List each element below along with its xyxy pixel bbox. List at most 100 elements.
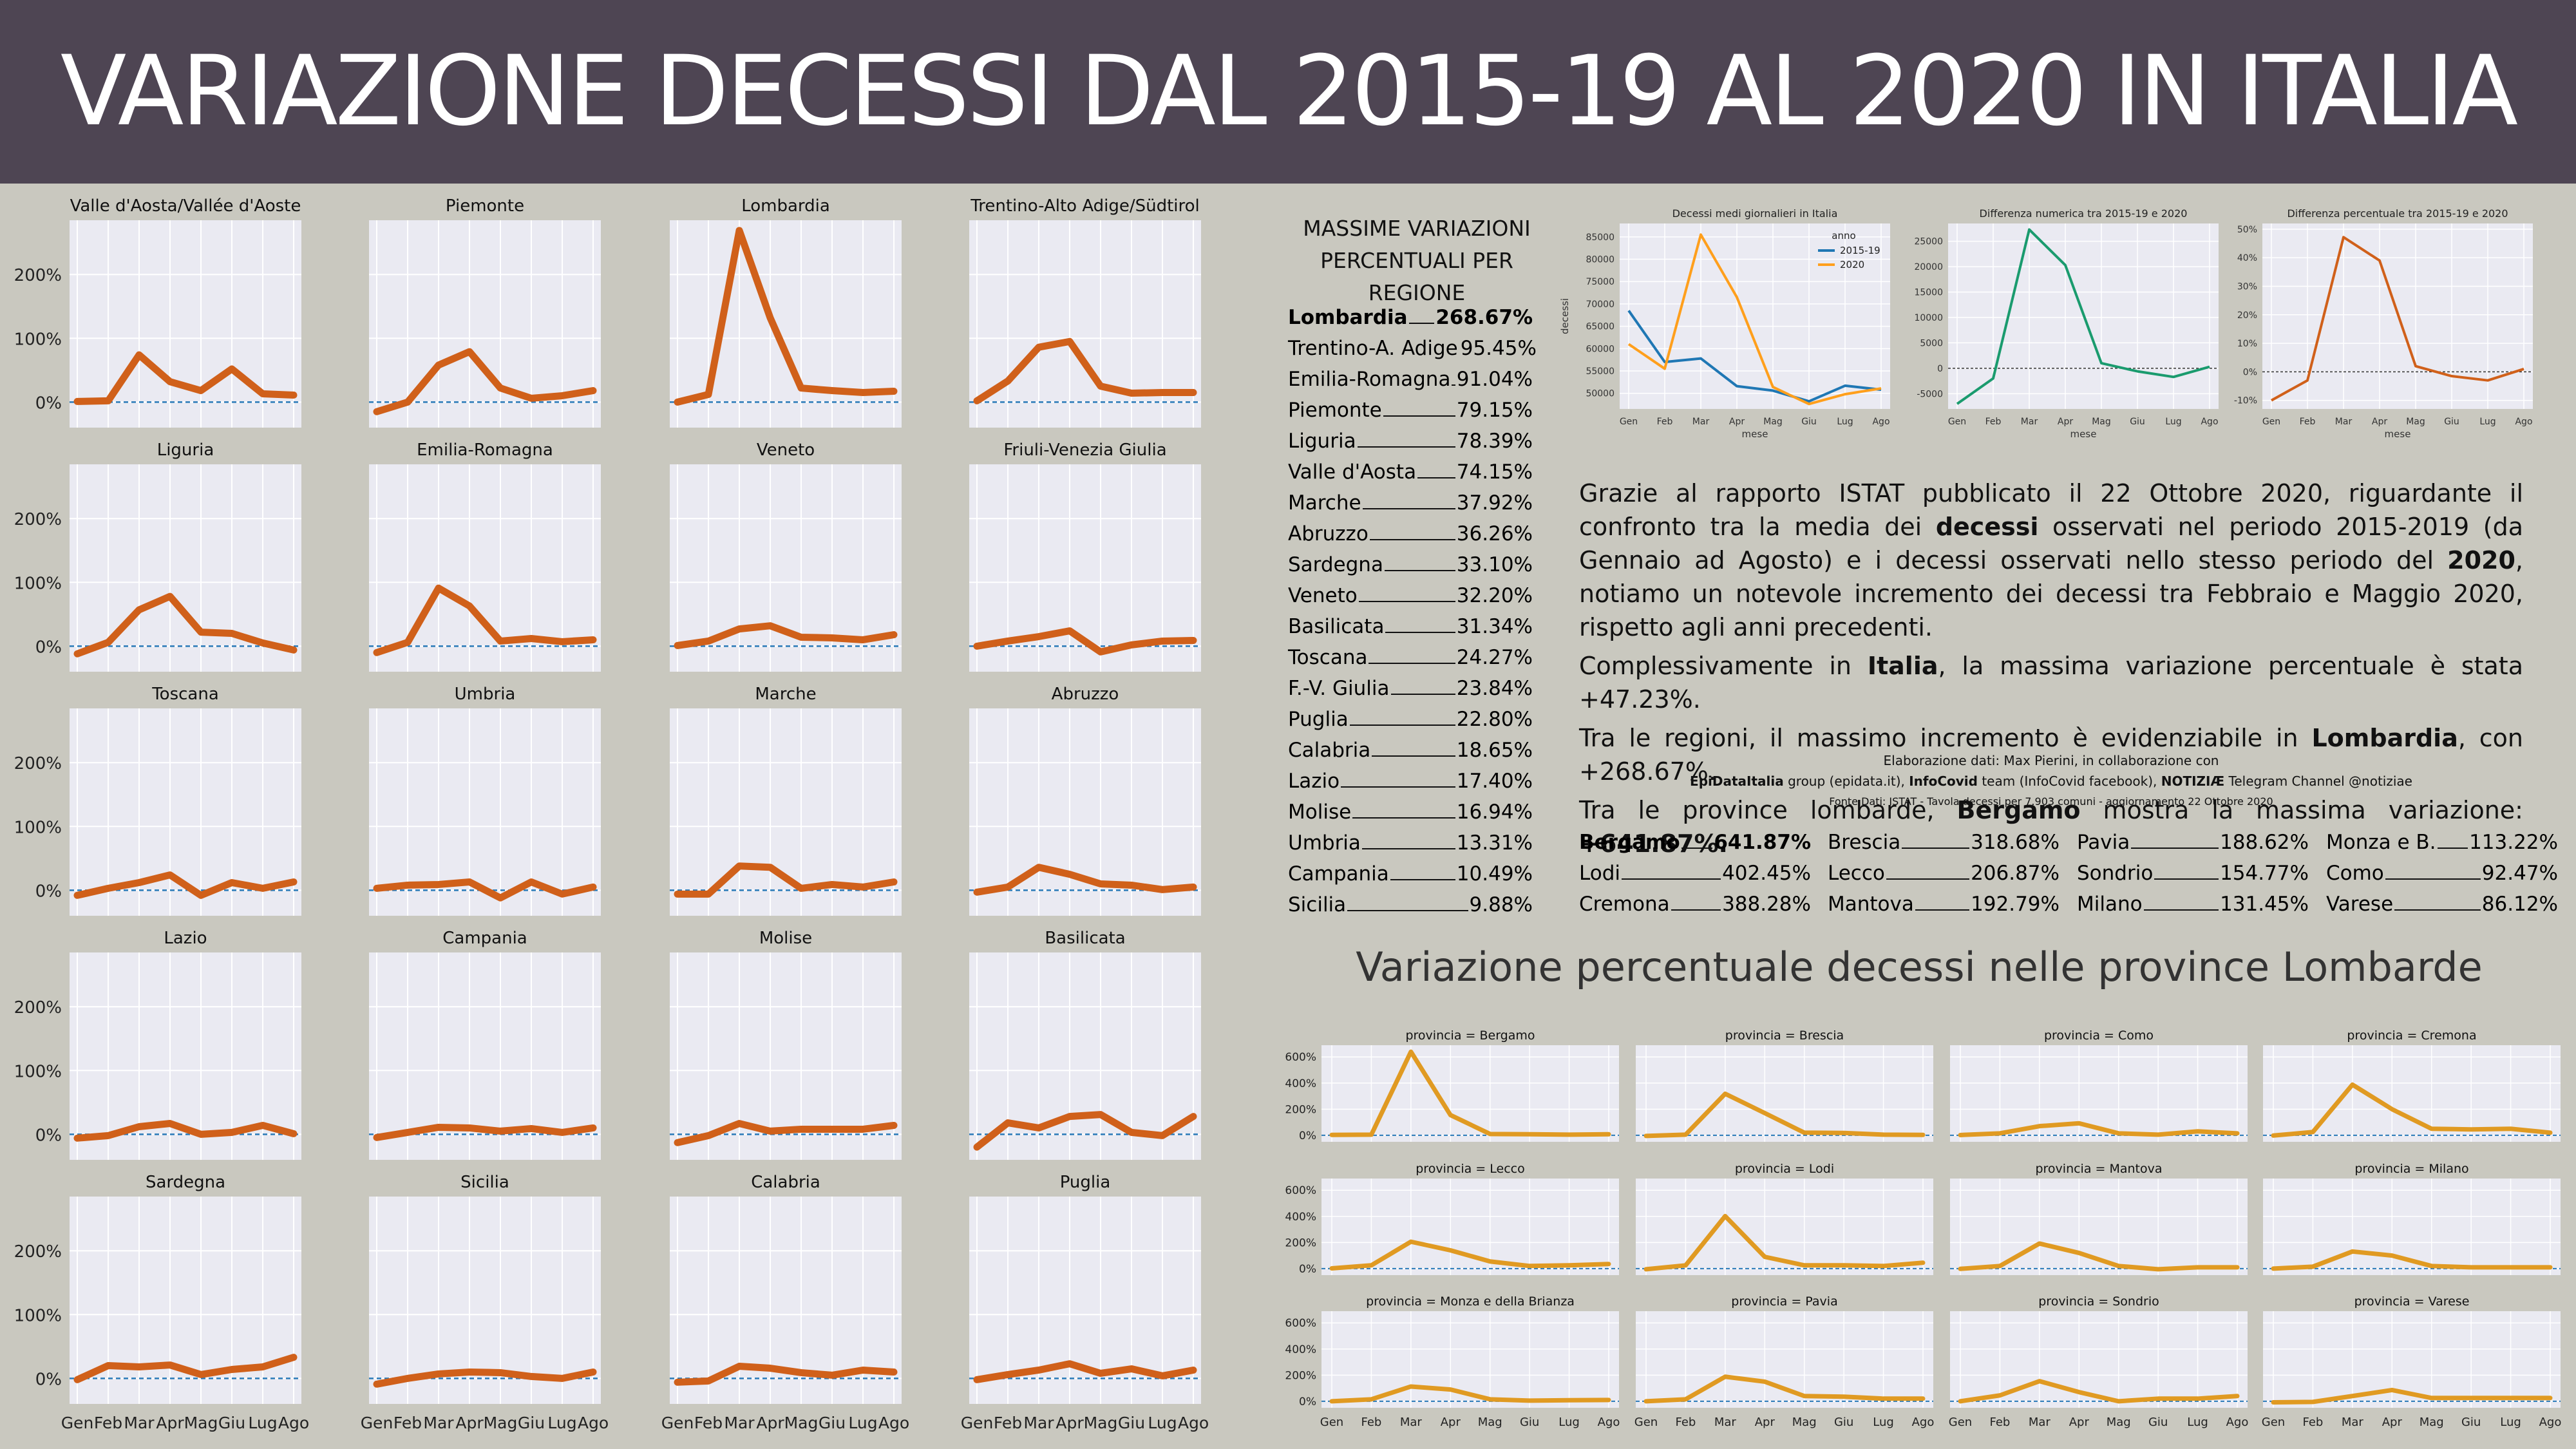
leader-line: [1357, 431, 1455, 448]
region-series-line: [674, 1363, 898, 1386]
y-tick-label: 15000: [1914, 288, 1943, 298]
leader-line: [2394, 894, 2481, 911]
region-name: Lombardia: [1288, 306, 1408, 329]
province-title: provincia = Pavia: [1731, 1294, 1837, 1309]
x-tick-label: Mar: [2335, 417, 2353, 427]
leader-line: [2131, 832, 2219, 849]
x-tick-label: Feb: [1675, 1416, 1696, 1429]
region-series-line: [73, 871, 298, 899]
x-tick-label: Mag: [2107, 1416, 2131, 1429]
y-tick-label: 200%: [1285, 1369, 1316, 1382]
y-tick-label: 600%: [1285, 1184, 1316, 1197]
x-tick-label: Mag: [184, 1414, 218, 1432]
region-title: Lombardia: [741, 196, 830, 216]
region-series-line: [73, 592, 298, 658]
x-tick-label: Lug: [2165, 417, 2181, 427]
province-value: 154.77%: [2220, 862, 2309, 885]
province-name: Mantova: [1828, 893, 1914, 916]
region-value: 78.39%: [1456, 430, 1533, 453]
max-variation-row: Lazio 17.40%: [1288, 770, 1533, 800]
x-tick-label: Mag: [2406, 417, 2425, 427]
province-max-row: Cremona 388.28%: [1579, 893, 1811, 923]
chart-title: Differenza numerica tra 2015-19 e 2020: [1980, 207, 2188, 220]
leader-line: [1369, 524, 1455, 540]
max-variation-row: Lombardia 268.67%: [1288, 306, 1533, 337]
region-name: Emilia-Romagna: [1288, 368, 1451, 391]
x-tick-label: Mar: [2029, 1416, 2051, 1429]
region-title: Umbria: [455, 685, 516, 704]
province-series-line: [1329, 1384, 1611, 1404]
region-name: Campania: [1288, 862, 1389, 886]
province-panel: provincia = Como: [1950, 1028, 2248, 1142]
province-value: 641.87%: [1714, 831, 1811, 854]
y-tick-label: 60000: [1586, 344, 1615, 354]
province-value: 92.47%: [2481, 862, 2558, 885]
province-panel: provincia = Sondrio Gen Feb Mar Apr Mag Giu Lug…: [1949, 1294, 2249, 1429]
region-name: Valle d'Aosta: [1288, 460, 1417, 484]
y-tick-label: 100%: [14, 1306, 62, 1325]
region-panel: 0% 100% 200% Sardegna Gen Feb Mar Apr Mag Giu Lug A…: [14, 1173, 309, 1432]
leader-line: [1390, 678, 1455, 695]
max-variation-row: Sardegna 33.10%: [1288, 553, 1533, 584]
x-tick-label: Gen: [1620, 417, 1638, 427]
y-tick-label: 200%: [14, 266, 62, 285]
province-value: 206.87%: [1971, 862, 2060, 885]
province-series-line: [1643, 1091, 1926, 1139]
province-title: provincia = Como: [2044, 1028, 2154, 1043]
province-title: provincia = Cremona: [2347, 1028, 2476, 1043]
leader-line: [1621, 863, 1721, 880]
region-value: 9.88%: [1469, 893, 1533, 916]
y-tick-label: 85000: [1586, 232, 1615, 243]
y-tick-label: 65000: [1586, 322, 1615, 332]
province-title: provincia = Lodi: [1735, 1162, 1834, 1176]
region-name: Basilicata: [1288, 615, 1385, 638]
x-tick-label: Gen: [661, 1414, 694, 1432]
y-tick-label: 75000: [1586, 277, 1615, 287]
province-max-row: Mantova 192.79%: [1828, 893, 2060, 923]
region-value: 95.45%: [1460, 337, 1537, 360]
region-value: 24.27%: [1456, 646, 1533, 669]
region-value: 36.26%: [1456, 522, 1533, 545]
plot-background: [1321, 1045, 1619, 1142]
max-variations-heading: MASSIME VARIAZIONI PERCENTUALI PER REGIO…: [1275, 213, 1558, 309]
region-name: Veneto: [1288, 584, 1358, 607]
province-series-line: [2271, 1249, 2553, 1271]
region-value: 37.92%: [1456, 491, 1533, 515]
x-tick-label: Ago: [578, 1414, 609, 1432]
x-tick-label: Apr: [756, 1414, 784, 1432]
y-tick-label: 0%: [35, 882, 62, 901]
leader-line: [1384, 554, 1455, 571]
region-name: Abruzzo: [1288, 522, 1368, 545]
region-panel: Lombardia: [670, 196, 902, 428]
region-value: 91.04%: [1456, 368, 1533, 391]
summary-chart: -10% 0% 10% 20% 30% 40% 50% Gen Feb Mar Apr Mag Giu L…: [2234, 207, 2533, 440]
x-tick-label: Mar: [1692, 417, 1710, 427]
leader-line: [1368, 647, 1455, 664]
region-name: Molise: [1288, 800, 1352, 824]
province-panel: provincia = Varese Gen Feb Mar Apr Mag Giu Lug A…: [2262, 1294, 2562, 1429]
x-tick-label: Apr: [156, 1414, 184, 1432]
x-tick-label: Feb: [1989, 1416, 2010, 1429]
x-tick-label: Ago: [1598, 1416, 1620, 1429]
x-tick-label: Ago: [2201, 417, 2218, 427]
y-tick-label: 400%: [1285, 1077, 1316, 1090]
region-panel: Molise: [670, 929, 902, 1160]
region-panel: Sicilia Gen Feb Mar Apr Mag Giu Lug Ago: [361, 1173, 609, 1432]
leader-line: [1349, 709, 1455, 726]
max-variation-row: Puglia 22.80%: [1288, 708, 1533, 739]
series-line: [2271, 236, 2524, 402]
x-tick-label: Lug: [2187, 1416, 2208, 1429]
province-panel: provincia = Lodi: [1636, 1162, 1933, 1275]
region-series-line: [373, 878, 597, 902]
province-panel: provincia = Mantova: [1950, 1162, 2248, 1275]
province-panel: provincia = Cremona: [2263, 1028, 2561, 1142]
y-tick-label: 200%: [14, 754, 62, 773]
province-value: 86.12%: [2481, 893, 2558, 916]
x-tick-label: Giu: [1520, 1416, 1539, 1429]
max-variation-row: Basilicata 31.34%: [1288, 615, 1533, 646]
leader-line: [1362, 493, 1455, 509]
province-panel: provincia = Pavia Gen Feb Mar Apr Mag Giu Lug Ag…: [1634, 1294, 1935, 1429]
y-tick-label: 50000: [1586, 389, 1615, 399]
x-tick-label: Mag: [1763, 417, 1783, 427]
